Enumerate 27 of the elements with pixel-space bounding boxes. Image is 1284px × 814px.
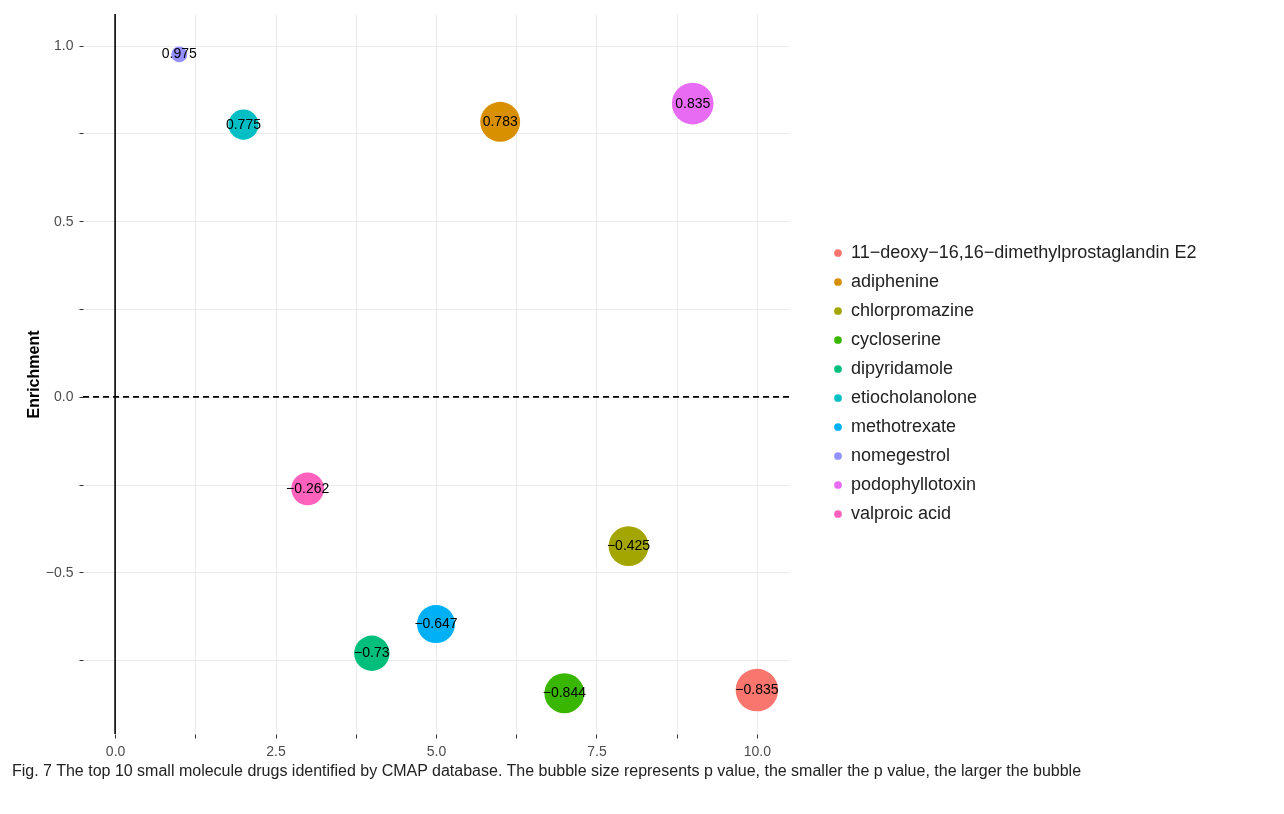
y-tick-label: 1.0 [54, 37, 74, 54]
x-tick-label: 2.5 [266, 742, 286, 759]
legend-label: methotrexate [851, 416, 957, 436]
y-tick-label: 0.5 [54, 212, 74, 229]
x-tick-label: 7.5 [587, 742, 607, 759]
data-label: −0.262 [286, 479, 330, 496]
x-tick-label: 10.0 [743, 742, 772, 759]
y-tick-label: −0.5 [45, 563, 74, 580]
caption: Fig. 7 The top 10 small molecule drugs identified by CMAP database. The bubble size represents p value, the smaller the p value, the larger the bubble [12, 761, 1083, 781]
legend-label: cycloserine [851, 329, 942, 349]
legend-label: valproic acid [851, 503, 952, 523]
x-tick-label: 0.0 [105, 742, 126, 759]
y-axis-title: Enrichment [24, 329, 42, 419]
data-label: 0.835 [675, 94, 711, 111]
y-tick-label: 0.0 [54, 388, 74, 405]
legend-label: dipyridamole [851, 358, 954, 378]
data-label: −0.835 [735, 681, 779, 698]
data-label: 0.975 [161, 45, 197, 62]
legend-label: chlorpromazine [851, 300, 975, 320]
legend-label: nomegestrol [851, 445, 951, 465]
legend-label: 11−deoxy−16,16−dimethylprostaglandin E2 [851, 242, 1197, 262]
legend-label: adiphenine [851, 271, 940, 291]
x-tick-label: 5.0 [426, 742, 447, 759]
legend-label: etiocholanolone [851, 387, 978, 407]
data-label: 0.783 [482, 112, 518, 129]
legend-label: podophyllotoxin [851, 474, 977, 494]
data-label: −0.73 [354, 644, 390, 661]
